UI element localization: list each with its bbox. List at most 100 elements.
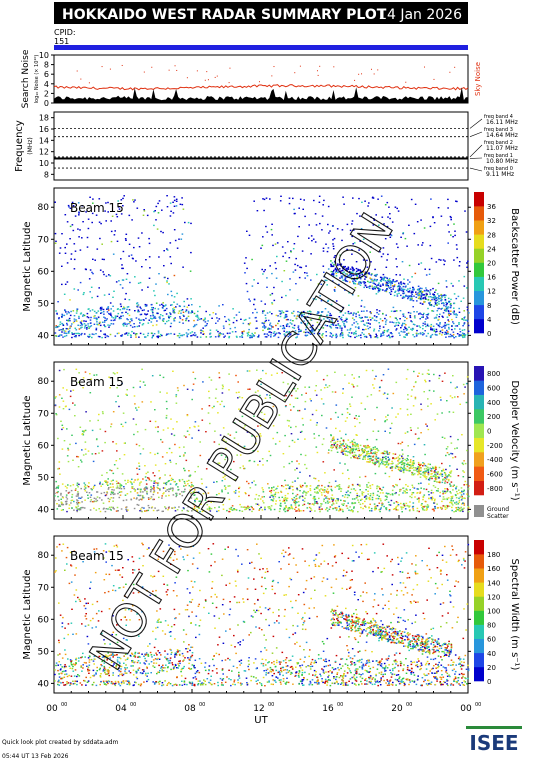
data-cell bbox=[72, 205, 75, 207]
data-cell bbox=[404, 508, 407, 510]
data-cell bbox=[216, 317, 218, 319]
data-cell bbox=[163, 482, 165, 484]
data-cell bbox=[389, 504, 392, 506]
data-cell bbox=[147, 286, 149, 288]
data-cell bbox=[440, 474, 442, 476]
data-cell bbox=[392, 306, 395, 309]
data-cell bbox=[138, 484, 141, 486]
data-cell bbox=[122, 308, 124, 310]
data-cell bbox=[447, 331, 449, 333]
data-cell bbox=[442, 302, 444, 304]
data-cell bbox=[299, 198, 302, 200]
data-cell bbox=[62, 509, 64, 511]
data-cell bbox=[353, 319, 356, 321]
data-cell bbox=[435, 328, 438, 331]
data-cell bbox=[414, 272, 417, 275]
data-cell bbox=[438, 377, 440, 380]
data-cell bbox=[82, 315, 84, 317]
data-cell bbox=[351, 374, 353, 376]
data-cell bbox=[251, 435, 253, 437]
data-cell bbox=[277, 485, 279, 487]
data-cell bbox=[423, 227, 426, 229]
data-cell bbox=[410, 413, 412, 415]
data-cell bbox=[382, 247, 385, 249]
data-cell bbox=[118, 208, 121, 210]
data-cell bbox=[383, 456, 386, 459]
data-cell bbox=[120, 423, 123, 425]
data-cell bbox=[388, 452, 391, 454]
data-cell bbox=[309, 489, 312, 492]
data-cell bbox=[364, 500, 366, 503]
data-cell bbox=[282, 453, 285, 455]
data-cell bbox=[399, 467, 402, 470]
data-cell bbox=[389, 316, 392, 318]
data-cell bbox=[84, 490, 87, 492]
data-cell bbox=[208, 508, 211, 510]
data-cell bbox=[211, 407, 214, 409]
data-cell bbox=[291, 323, 293, 325]
data-cell bbox=[196, 510, 199, 512]
data-cell bbox=[187, 510, 190, 512]
data-cell bbox=[216, 510, 218, 513]
data-cell bbox=[445, 336, 447, 338]
data-cell bbox=[261, 496, 264, 498]
data-cell bbox=[371, 461, 374, 463]
data-cell bbox=[342, 450, 344, 452]
data-cell bbox=[357, 499, 359, 501]
data-cell bbox=[110, 230, 113, 233]
data-cell bbox=[302, 424, 304, 426]
data-cell bbox=[249, 336, 251, 339]
data-cell bbox=[375, 286, 377, 288]
data-cell bbox=[82, 434, 85, 436]
data-cell bbox=[448, 231, 450, 233]
data-cell bbox=[376, 457, 379, 459]
data-cell bbox=[122, 267, 124, 270]
data-cell bbox=[429, 299, 432, 302]
data-cell bbox=[293, 315, 296, 317]
data-cell bbox=[76, 508, 79, 510]
data-cell bbox=[196, 314, 199, 316]
data-cell bbox=[214, 397, 217, 399]
data-cell bbox=[363, 323, 365, 326]
data-cell bbox=[374, 463, 376, 466]
data-cell bbox=[336, 269, 338, 271]
data-cell bbox=[353, 417, 356, 419]
data-cell bbox=[430, 304, 433, 307]
data-cell bbox=[54, 242, 57, 244]
data-cell bbox=[99, 510, 102, 513]
data-cell bbox=[155, 482, 157, 484]
data-cell bbox=[356, 385, 359, 387]
data-cell bbox=[285, 319, 288, 321]
data-cell bbox=[337, 324, 339, 326]
data-cell bbox=[349, 448, 352, 450]
data-cell bbox=[446, 323, 448, 326]
data-cell bbox=[123, 308, 126, 310]
data-cell bbox=[310, 313, 312, 315]
data-cell bbox=[292, 248, 295, 250]
data-cell bbox=[437, 297, 439, 299]
data-cell bbox=[64, 214, 67, 216]
data-cell bbox=[291, 460, 293, 463]
data-cell bbox=[188, 470, 190, 472]
data-cell bbox=[104, 333, 106, 335]
data-cell bbox=[132, 199, 134, 201]
data-cell bbox=[196, 498, 199, 500]
data-cell bbox=[71, 224, 74, 226]
data-cell bbox=[430, 497, 433, 500]
data-cell bbox=[335, 275, 338, 277]
data-cell bbox=[445, 305, 447, 308]
data-cell bbox=[436, 473, 439, 475]
data-cell bbox=[317, 312, 320, 314]
data-cell bbox=[375, 279, 378, 281]
data-cell bbox=[210, 335, 212, 338]
data-cell bbox=[195, 315, 197, 317]
data-cell bbox=[429, 477, 431, 480]
data-cell bbox=[271, 488, 273, 490]
data-cell bbox=[399, 310, 402, 312]
data-cell bbox=[186, 388, 189, 390]
data-cell bbox=[386, 330, 389, 332]
data-cell bbox=[140, 498, 143, 501]
data-cell bbox=[130, 318, 133, 320]
data-cell bbox=[337, 271, 339, 274]
data-cell bbox=[208, 509, 211, 511]
